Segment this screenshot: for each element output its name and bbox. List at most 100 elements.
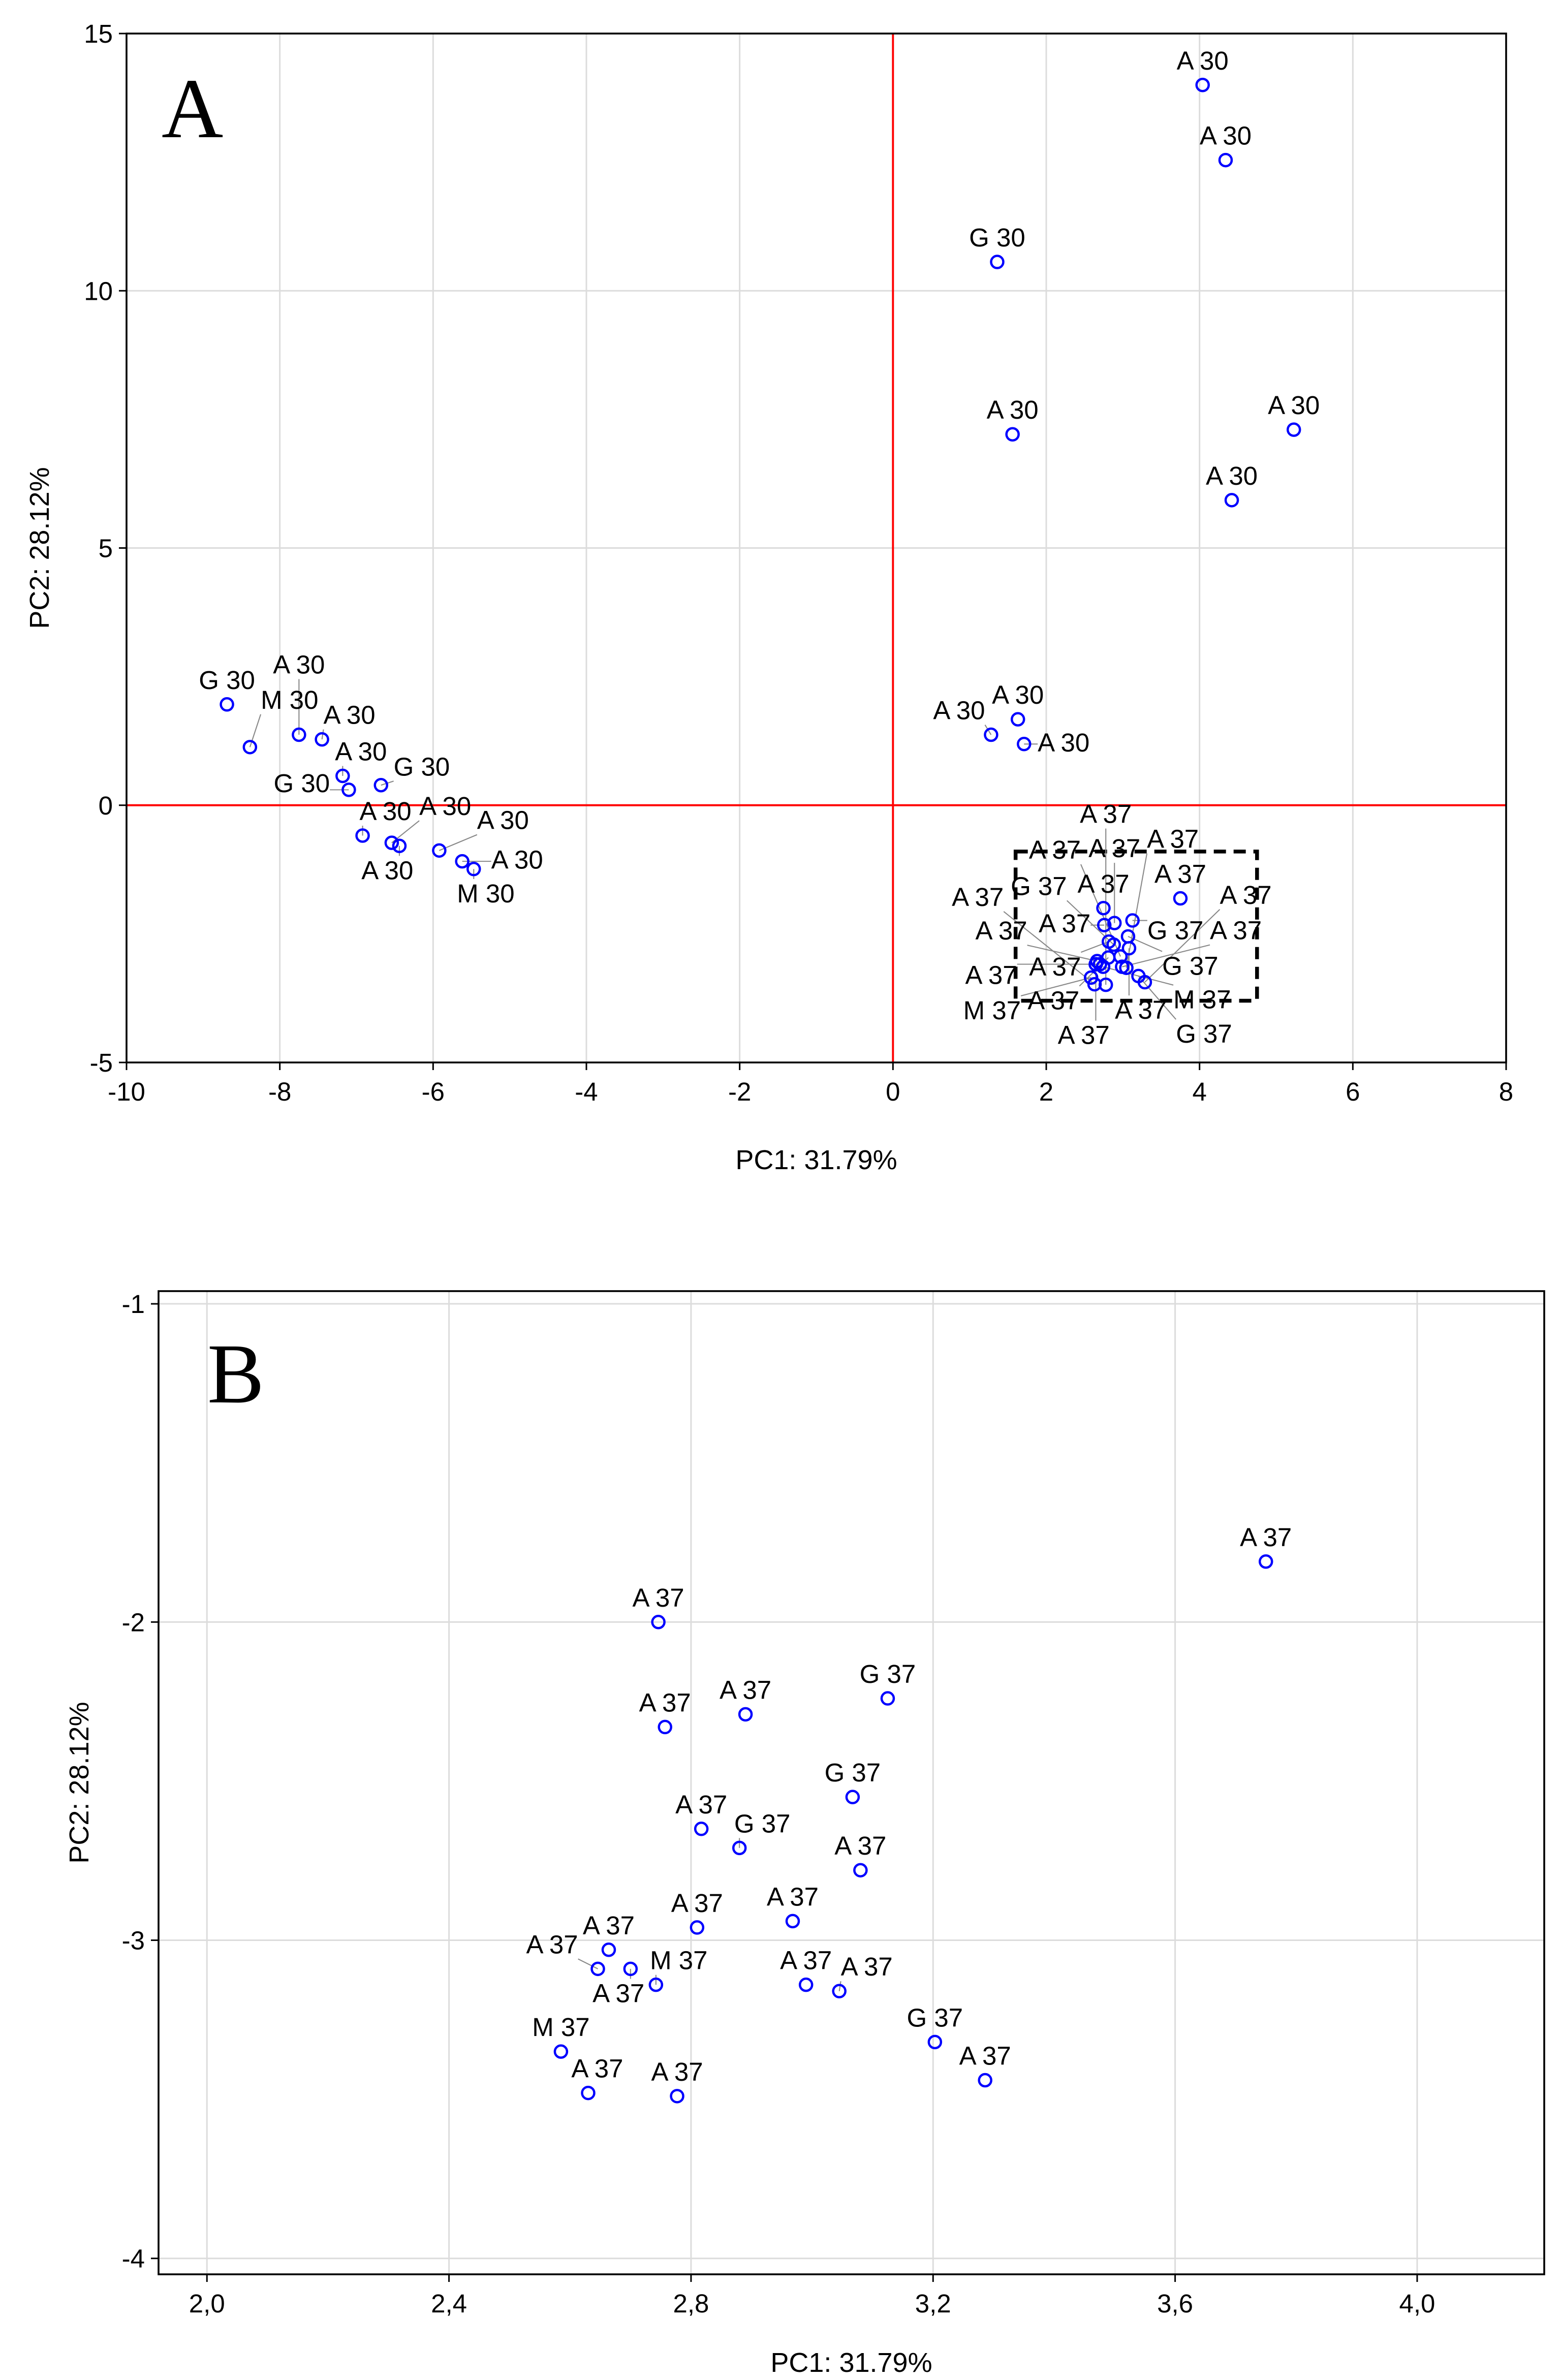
point-label: A 30 xyxy=(987,395,1039,424)
point-label: A 30 xyxy=(992,680,1044,709)
data-point xyxy=(832,1984,847,1998)
point-label: M 37 xyxy=(963,996,1021,1025)
data-point xyxy=(581,2085,596,2101)
point-label: G 37 xyxy=(860,1659,916,1688)
point-label: M 37 xyxy=(1173,985,1231,1014)
panel-label: A xyxy=(162,61,223,156)
point-label: A 30 xyxy=(360,797,412,826)
point-label: A 37 xyxy=(1027,986,1079,1015)
data-point xyxy=(1125,913,1140,928)
data-point xyxy=(978,2073,992,2088)
point-label: A 37 xyxy=(1147,825,1199,854)
point-label: A 37 xyxy=(1220,881,1271,910)
y-tick-label: -3 xyxy=(122,1926,145,1955)
point-label: G 37 xyxy=(825,1758,881,1787)
data-point xyxy=(220,697,234,712)
leader-line xyxy=(1144,909,1221,983)
x-tick-label: 2,8 xyxy=(673,2289,709,2318)
point-label: A 37 xyxy=(834,1831,886,1860)
x-tick-label: 8 xyxy=(1499,1077,1513,1106)
data-point xyxy=(315,732,329,747)
point-label: A 37 xyxy=(1210,916,1262,945)
leader-line xyxy=(1027,945,1098,962)
data-point xyxy=(590,1961,605,1977)
data-point xyxy=(1137,975,1152,990)
data-point xyxy=(242,740,258,755)
point-label: A 37 xyxy=(965,961,1017,990)
leader-line xyxy=(1126,853,1148,968)
plot-frame xyxy=(126,33,1507,1063)
data-point xyxy=(694,1822,709,1836)
y-tick-label: -4 xyxy=(122,2244,145,2273)
data-point xyxy=(732,1840,747,1856)
point-label: G 37 xyxy=(1147,916,1204,945)
data-point xyxy=(1224,493,1239,508)
data-point xyxy=(466,862,481,876)
x-axis-label: PC1: 31.79% xyxy=(770,2347,932,2378)
x-tick-label: -8 xyxy=(268,1077,291,1106)
x-tick-label: 2,0 xyxy=(189,2289,225,2318)
data-point xyxy=(1258,1554,1273,1569)
point-label: A 37 xyxy=(592,1979,644,2008)
point-label: A 37 xyxy=(841,1952,893,1981)
y-axis-label: PC2: 28.12% xyxy=(24,467,55,629)
point-label: M 37 xyxy=(650,1946,707,1975)
point-label: G 37 xyxy=(1162,952,1219,981)
data-point xyxy=(1096,959,1111,974)
data-point xyxy=(601,1943,616,1957)
point-label: A 37 xyxy=(952,883,1004,912)
point-label: A 37 xyxy=(1080,800,1132,829)
data-point xyxy=(392,838,407,853)
y-tick-label: 10 xyxy=(84,276,113,305)
data-point xyxy=(432,843,447,858)
point-label: A 37 xyxy=(651,2057,703,2086)
point-label: A 30 xyxy=(324,701,376,730)
point-label: A 37 xyxy=(720,1675,771,1704)
data-point xyxy=(1286,422,1301,437)
data-point xyxy=(785,1914,800,1929)
point-label: A 37 xyxy=(1039,909,1090,938)
y-tick-label: 5 xyxy=(99,534,113,563)
point-label: A 30 xyxy=(1038,728,1089,757)
point-label: M 30 xyxy=(457,879,514,908)
point-label: A 30 xyxy=(477,806,529,835)
point-label: A 37 xyxy=(1058,1021,1110,1050)
data-point xyxy=(1107,916,1122,930)
plot-area xyxy=(159,1291,1544,2275)
leader-line xyxy=(1020,977,1091,996)
data-point xyxy=(1096,901,1111,916)
data-point xyxy=(738,1707,753,1722)
leader-line xyxy=(1103,966,1174,986)
data-point xyxy=(455,854,470,869)
x-tick-label: 2 xyxy=(1039,1077,1053,1106)
point-label: M 37 xyxy=(532,2013,589,2042)
point-label: A 37 xyxy=(767,1882,819,1911)
data-point xyxy=(1098,977,1113,992)
leader-lines xyxy=(249,679,1221,1021)
point-label: A 30 xyxy=(419,792,471,821)
point-label: A 30 xyxy=(933,696,985,725)
data-point xyxy=(384,835,399,850)
data-point xyxy=(927,2034,943,2050)
point-label: A 37 xyxy=(633,1583,684,1612)
point-label: G 37 xyxy=(1011,871,1067,900)
data-point xyxy=(341,782,356,797)
point-label: A 30 xyxy=(491,845,543,874)
data-point xyxy=(553,2044,569,2059)
y-tick-label: 15 xyxy=(84,19,113,48)
zoom-highlight-box xyxy=(1013,850,1259,1003)
point-label: G 37 xyxy=(907,2003,963,2032)
data-point xyxy=(1097,918,1112,932)
point-label: A 37 xyxy=(959,2042,1011,2071)
data-point xyxy=(1121,941,1137,956)
data-point xyxy=(651,1615,666,1630)
data-point xyxy=(690,1920,705,1935)
x-tick-label: -10 xyxy=(108,1077,145,1106)
point-label: A 37 xyxy=(583,1911,635,1940)
data-point xyxy=(1005,427,1020,442)
point-label: G 30 xyxy=(394,752,450,781)
point-label: A 30 xyxy=(273,650,325,679)
data-point xyxy=(1119,960,1134,975)
